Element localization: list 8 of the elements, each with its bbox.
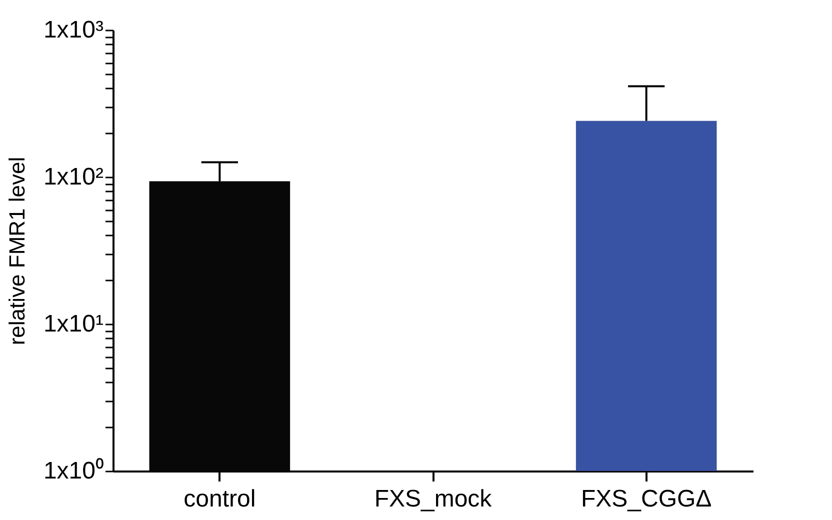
- y-tick-label: 1x10²: [43, 164, 104, 190]
- x-tick-label: FXS_CGGΔ: [580, 486, 712, 512]
- x-tick-label: control: [184, 486, 256, 512]
- y-tick-label: 1x10¹: [43, 310, 104, 338]
- x-tick-label: FXS_mock: [374, 486, 493, 512]
- y-axis-title: relative FMR1 level: [4, 156, 30, 346]
- y-tick-label: 1x10³: [43, 16, 104, 44]
- y-tick-label: 1x10⁰: [43, 458, 104, 484]
